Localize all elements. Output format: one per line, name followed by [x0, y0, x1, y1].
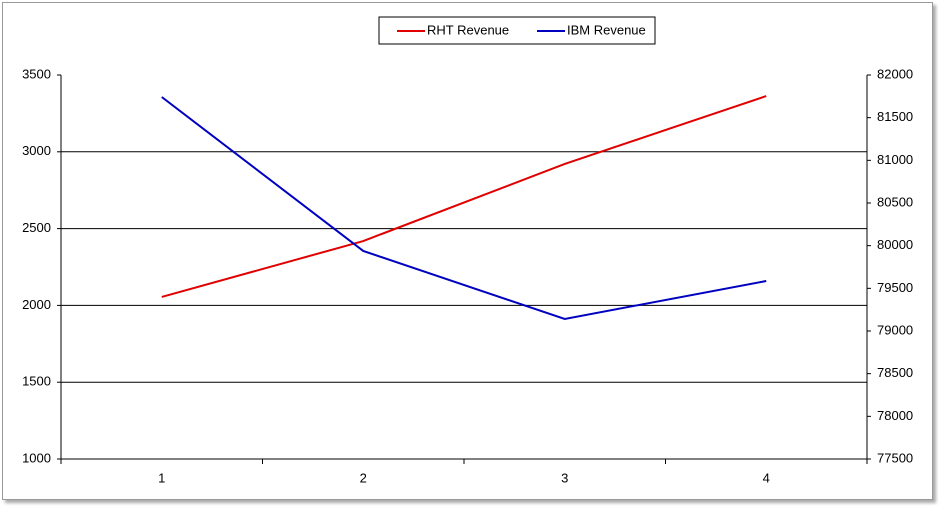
y2-tick-label: 80000 — [877, 237, 913, 252]
x-tick-label: 1 — [158, 470, 165, 485]
legend-label: IBM Revenue — [567, 22, 646, 37]
y2-tick-label: 81500 — [877, 109, 913, 124]
series-line — [161, 96, 767, 320]
series-line — [161, 95, 767, 298]
y-tick-label: 1500 — [22, 374, 51, 389]
x-tick-label: 3 — [561, 470, 568, 485]
y-tick-label: 2500 — [22, 220, 51, 235]
y2-tick-label: 78000 — [877, 408, 913, 423]
y-tick-label: 3000 — [22, 143, 51, 158]
chart-frame — [2, 2, 933, 500]
legend-label: RHT Revenue — [427, 22, 509, 37]
y2-tick-label: 82000 — [877, 66, 913, 81]
y-tick-label: 2000 — [22, 297, 51, 312]
y-tick-label: 1000 — [22, 450, 51, 465]
y2-tick-label: 78500 — [877, 365, 913, 380]
y2-tick-label: 80500 — [877, 194, 913, 209]
y2-tick-label: 79500 — [877, 280, 913, 295]
x-tick-label: 2 — [360, 470, 367, 485]
y2-tick-label: 77500 — [877, 450, 913, 465]
x-tick-label: 4 — [763, 470, 770, 485]
y2-tick-label: 79000 — [877, 322, 913, 337]
y-tick-label: 3500 — [22, 66, 51, 81]
y2-tick-label: 81000 — [877, 152, 913, 167]
